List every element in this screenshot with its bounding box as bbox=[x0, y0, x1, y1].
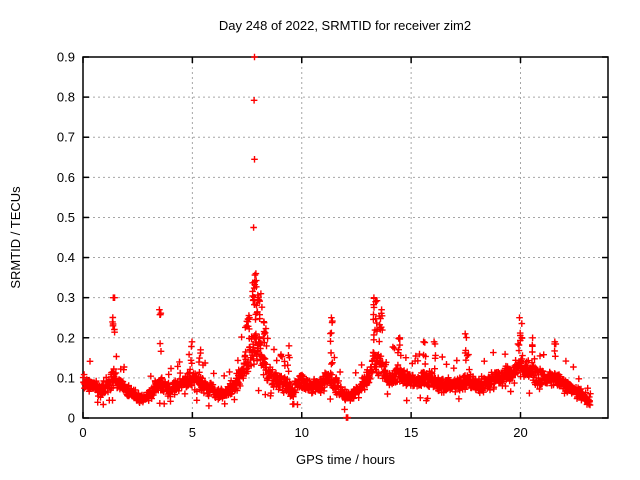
y-axis-label: SRMTID / TECUs bbox=[8, 186, 23, 289]
y-tick-label: 0.6 bbox=[57, 170, 75, 185]
y-tick-label: 0 bbox=[68, 411, 75, 426]
y-tick-label: 0.8 bbox=[57, 90, 75, 105]
x-axis-label: GPS time / hours bbox=[296, 452, 395, 467]
gridlines bbox=[83, 57, 608, 418]
tick-marks bbox=[82, 56, 608, 419]
y-tick-label: 0.4 bbox=[57, 250, 75, 265]
chart-title: Day 248 of 2022, SRMTID for receiver zim… bbox=[219, 18, 471, 33]
x-tick-label: 20 bbox=[513, 425, 527, 440]
x-tick-label: 5 bbox=[189, 425, 196, 440]
plot-border bbox=[82, 56, 609, 419]
x-tick-label: 0 bbox=[79, 425, 86, 440]
x-tick-label: 10 bbox=[295, 425, 309, 440]
y-tick-label: 0.2 bbox=[57, 330, 75, 345]
y-tick-label: 0.1 bbox=[57, 370, 75, 385]
scatter-series bbox=[79, 53, 594, 421]
y-tick-label: 0.7 bbox=[57, 130, 75, 145]
y-tick-label: 0.5 bbox=[57, 210, 75, 225]
y-tick-label: 0.3 bbox=[57, 290, 75, 305]
y-tick-label: 0.9 bbox=[57, 50, 75, 65]
x-tick-label: 15 bbox=[404, 425, 418, 440]
tick-labels: 0 5 10 15 20 0 0.1 0.2 0.3 0.4 0.5 0.6 0.7 0.8 0.9 bbox=[57, 50, 528, 441]
